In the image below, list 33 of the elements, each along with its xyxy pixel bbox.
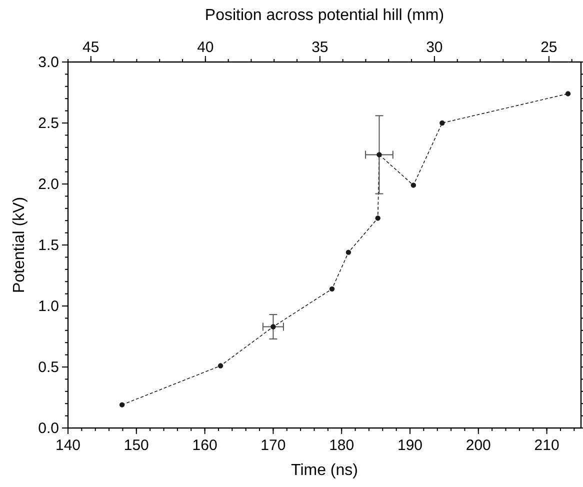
y-axis-title: Potential (kV) [11, 196, 28, 294]
x-tick-label: 190 [397, 437, 423, 454]
x-tick-label: 160 [192, 437, 218, 454]
point [376, 152, 382, 158]
point [119, 402, 125, 408]
y-tick-label: 2.5 [38, 115, 59, 132]
point [218, 363, 224, 368]
point [410, 182, 416, 188]
x2-tick-label: 30 [426, 39, 443, 56]
x-tick-label: 180 [329, 437, 354, 454]
y-tick-label: 3.0 [38, 54, 59, 71]
x-tick-label: 140 [55, 437, 81, 454]
point [270, 324, 276, 330]
x-tick-label: 170 [260, 437, 286, 454]
y-tick-label: 1.5 [38, 237, 59, 254]
x-tick-label: 200 [466, 437, 491, 454]
point [565, 91, 571, 96]
x2-tick-label: 35 [312, 39, 328, 56]
y-tick-label: 0.0 [38, 420, 59, 437]
x2-tick-label: 40 [197, 39, 214, 56]
y-tick-label: 2.0 [38, 176, 59, 193]
x-tick-label: 210 [534, 437, 560, 454]
x-axis-title: Time (ns) [291, 462, 358, 479]
x-tick-label: 150 [124, 437, 149, 454]
point [346, 250, 352, 255]
point [329, 286, 335, 292]
y-tick-label: 0.5 [38, 359, 59, 376]
point [375, 216, 380, 221]
point [440, 120, 445, 126]
y-tick-label: 1.0 [38, 298, 59, 315]
x2-axis-title: Position across potential hill (mm) [204, 7, 444, 24]
x2-tick-label: 45 [82, 39, 100, 56]
x2-tick-label: 25 [540, 39, 558, 56]
